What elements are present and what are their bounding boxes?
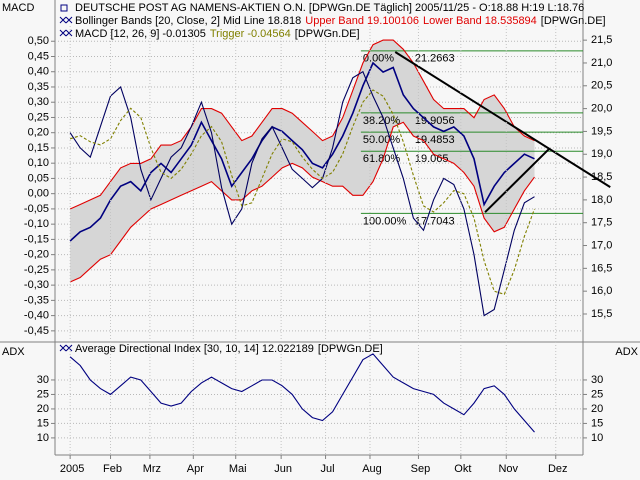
y-tick-label: 15: [591, 417, 603, 429]
y-tick-label: -0,35: [24, 294, 49, 306]
legend-entry: [DPWGn.DE]: [541, 15, 606, 27]
y-tick-label: 10: [37, 432, 49, 444]
y-tick-label: 20: [591, 403, 603, 415]
fib-level: 61.80%: [363, 153, 401, 165]
y-tick-label: 30: [37, 374, 49, 386]
y-tick-label: -0,20: [24, 249, 49, 261]
y-tick-label: -0,05: [24, 203, 49, 215]
y2-tick-label: 18,0: [591, 194, 612, 206]
y-axis-label: MACD: [2, 2, 34, 14]
series-line: [69, 39, 535, 210]
x-tick-label: 2005: [60, 463, 84, 475]
y2-tick-label: 16,5: [591, 262, 612, 274]
y-tick-label: 20: [37, 403, 49, 415]
x-tick-label: Mrz: [143, 463, 161, 475]
legend: Bollinger Bands [20, Close, 2] Mid Line …: [75, 15, 606, 27]
legend-icon: [59, 29, 73, 37]
y2-tick-label: 21,0: [591, 57, 612, 69]
y-tick-label: -0,40: [24, 310, 49, 322]
y-tick-label: 0,40: [28, 66, 49, 78]
y-tick-label: 25: [37, 388, 49, 400]
legend-icon: [60, 4, 68, 12]
y2-axis-label: ADX: [615, 346, 638, 358]
x-tick-label: Mai: [229, 463, 247, 475]
fib-level: 38.20%: [363, 115, 401, 127]
y2-tick-label: 18,5: [591, 171, 612, 183]
y2-tick-label: 20,0: [591, 103, 612, 115]
x-tick-label: Feb: [103, 463, 122, 475]
y2-tick-label: 19,5: [591, 125, 612, 137]
y2-tick-label: 17,5: [591, 217, 612, 229]
x-tick-label: Dez: [548, 463, 568, 475]
fib-price: 17.7043: [415, 215, 455, 227]
fib-level: 100.00%: [363, 215, 407, 227]
legend: DEUTSCHE POST AG NAMENS-AKTIEN O.N. [DPW…: [75, 2, 584, 14]
fib-price: 19.9056: [415, 115, 455, 127]
y2-tick-label: 15,5: [591, 308, 612, 320]
y-tick-label: 0,00: [28, 188, 49, 200]
fib-price: 19.4853: [415, 134, 455, 146]
fib-price: 19.065: [415, 153, 449, 165]
y-tick-label: 0,30: [28, 96, 49, 108]
x-tick-label: Aug: [362, 463, 382, 475]
y2-tick-label: 19,0: [591, 148, 612, 160]
fib-price: 21.2663: [415, 53, 455, 65]
legend-entry: [DPWGn.DE]: [318, 343, 383, 355]
x-tick-label: Jul: [321, 463, 335, 475]
y2-tick-label: 17,0: [591, 239, 612, 251]
x-tick-label: Okt: [454, 463, 471, 475]
series-line: [69, 61, 535, 242]
fib-level: 50.00%: [363, 134, 401, 146]
y-tick-label: 0,25: [28, 111, 49, 123]
y2-tick-label: 20,5: [591, 80, 612, 92]
legend-entry: Lower Band 18.535894: [423, 15, 537, 27]
x-tick-label: Sep: [411, 463, 431, 475]
series-line: [69, 121, 535, 283]
y-tick-label: -0,45: [24, 325, 49, 337]
y-tick-label: 0,35: [28, 81, 49, 93]
y-tick-label: -0,30: [24, 279, 49, 291]
x-tick-label: Jun: [274, 463, 292, 475]
legend-entry: Bollinger Bands [20, Close, 2] Mid Line …: [75, 15, 301, 27]
trendline: [394, 51, 611, 188]
y-axis-label: ADX: [2, 346, 25, 358]
y2-tick-label: 21,5: [591, 34, 612, 46]
y-tick-label: 0,10: [28, 157, 49, 169]
x-tick-label: Nov: [498, 463, 518, 475]
y-tick-label: -0,25: [24, 264, 49, 276]
y-tick-label: 25: [591, 388, 603, 400]
y-tick-label: 0,45: [28, 50, 49, 62]
legend-entry: Average Directional Index [30, 10, 14] 1…: [75, 343, 314, 355]
legend: MACD [12, 26, 9] -0.01305 Trigger -0.0456…: [75, 28, 360, 40]
bollinger-band-fill: [70, 40, 535, 282]
series-line: [69, 353, 535, 433]
y-tick-label: 0,20: [28, 127, 49, 139]
y-tick-label: -0,10: [24, 218, 49, 230]
legend-icons: [59, 4, 73, 352]
series-line: [69, 89, 536, 295]
y-tick-label: 0,05: [28, 172, 49, 184]
legend-entry: Trigger -0.04564: [210, 28, 291, 40]
legend-entry: [DPWGn.DE]: [295, 28, 360, 40]
trendline: [484, 147, 551, 213]
legend-entry: DEUTSCHE POST AG NAMENS-AKTIEN O.N. [DPW…: [75, 2, 584, 14]
legend: Average Directional Index [30, 10, 14] 1…: [75, 343, 383, 355]
legend-icon: [59, 344, 73, 352]
y2-tick-label: 16,0: [591, 285, 612, 297]
x-tick-label: Apr: [187, 463, 204, 475]
series-line: [69, 70, 535, 317]
y-tick-label: 15: [37, 417, 49, 429]
legend-icon: [59, 16, 73, 24]
legend-entry: Upper Band 19.100106: [305, 15, 419, 27]
y-tick-label: 30: [591, 374, 603, 386]
legend-entry: MACD [12, 26, 9] -0.01305: [75, 28, 206, 40]
fib-level: 0.00%: [363, 53, 394, 65]
y-tick-label: 0,15: [28, 142, 49, 154]
y-tick-label: 10: [591, 432, 603, 444]
y-tick-label: -0,15: [24, 233, 49, 245]
y-tick-label: 0,50: [28, 35, 49, 47]
